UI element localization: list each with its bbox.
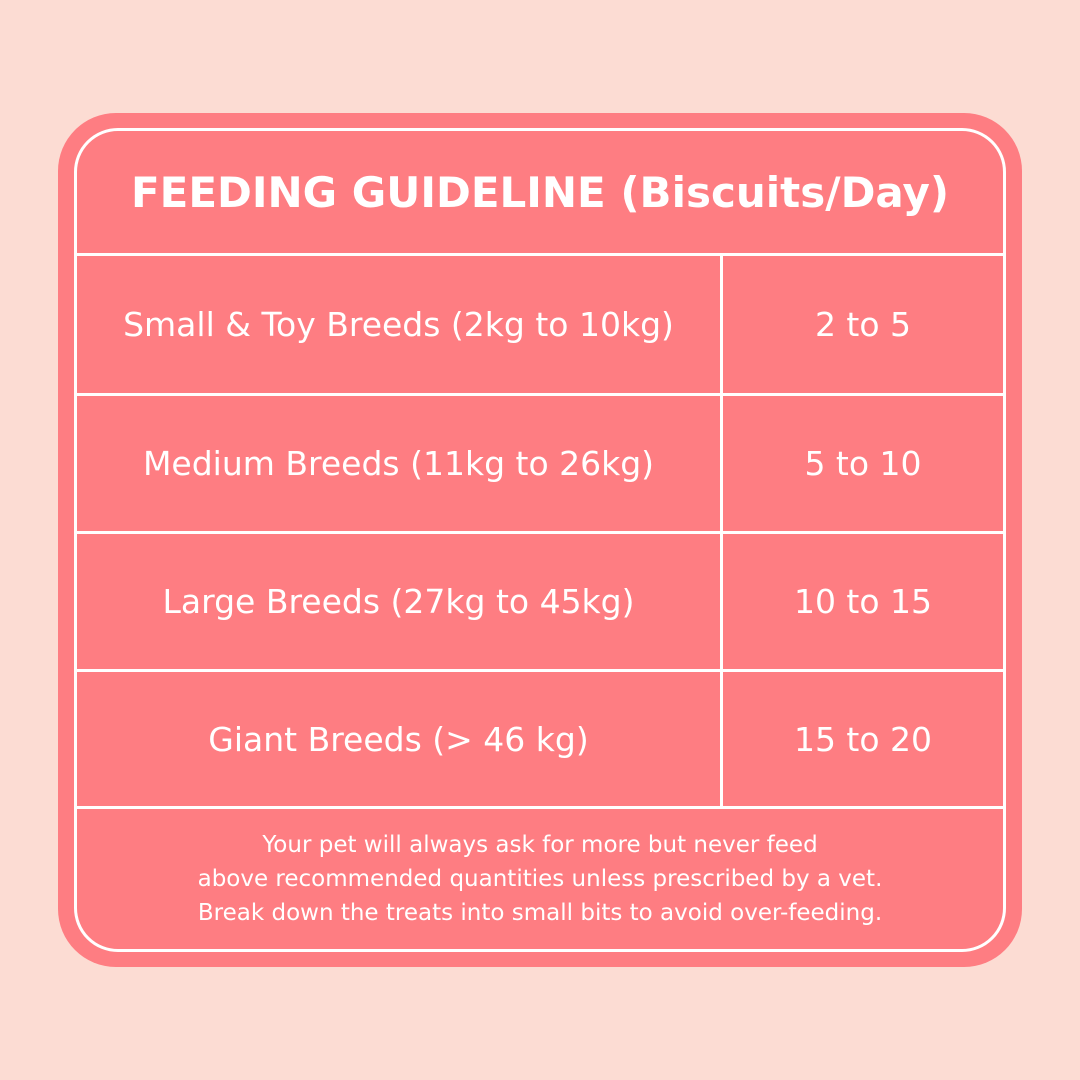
quantity-cell: 5 to 10 [804, 444, 922, 483]
note-line: above recommended quantities unless pres… [197, 866, 883, 892]
quantity-cell: 15 to 20 [793, 719, 933, 759]
breed-cell: Medium Breeds (11kg to 26kg) [142, 444, 655, 483]
note-line: Break down the treats into small bits to… [197, 900, 883, 926]
table: FEEDING GUIDELINE (Biscuits/Day) Your pe… [74, 128, 1006, 952]
column-divider [720, 253, 723, 806]
note: Your pet will always ask for more but ne… [77, 809, 1003, 949]
row-divider [77, 393, 1003, 396]
note-line: Your pet will always ask for more but ne… [262, 832, 818, 858]
breed-cell: Giant Breeds (> 46 kg) [208, 719, 589, 759]
row-divider [77, 253, 1003, 256]
breed-cell: Small & Toy Breeds (2kg to 10kg) [123, 305, 674, 344]
breed-cell: Large Breeds (27kg to 45kg) [162, 582, 635, 621]
quantity-cell: 2 to 5 [814, 305, 912, 344]
table-title: FEEDING GUIDELINE (Biscuits/Day) [130, 167, 950, 217]
row-divider [77, 806, 1003, 809]
quantity-cell: 10 to 15 [793, 582, 933, 621]
row-divider [77, 669, 1003, 672]
row-divider [77, 531, 1003, 534]
